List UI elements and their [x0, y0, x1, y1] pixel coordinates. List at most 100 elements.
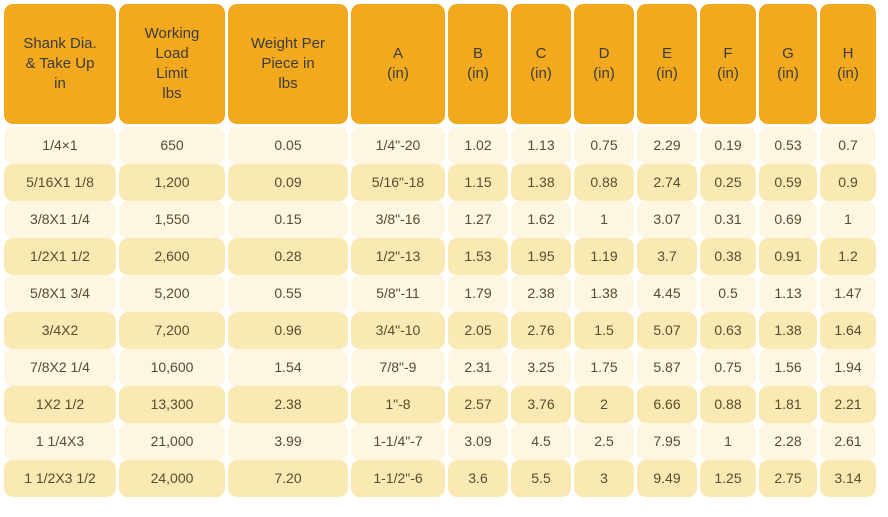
col-header-g: G (in) — [759, 4, 817, 124]
table-cell: 0.38 — [700, 238, 756, 275]
table-cell: 0.05 — [228, 127, 348, 164]
table-cell: 1/4"-20 — [351, 127, 445, 164]
table-cell: 0.91 — [759, 238, 817, 275]
table-cell: 1.19 — [574, 238, 634, 275]
col-header-wll: Working Load Limit lbs — [119, 4, 225, 124]
table-cell: 0.19 — [700, 127, 756, 164]
table-cell: 7/8"-9 — [351, 349, 445, 386]
table-cell: 7.20 — [228, 460, 348, 497]
table-cell: 0.31 — [700, 201, 756, 238]
table-cell: 3.07 — [637, 201, 697, 238]
table-row: 7/8X2 1/410,6001.547/8"-92.313.251.755.8… — [4, 349, 884, 386]
table-cell: 0.75 — [574, 127, 634, 164]
table-row: 5/16X1 1/81,2000.095/16"-181.151.380.882… — [4, 164, 884, 201]
col-header-c: C (in) — [511, 4, 571, 124]
table-cell: 2.38 — [228, 386, 348, 423]
table-cell: 1.75 — [574, 349, 634, 386]
table-cell: 2.21 — [820, 386, 876, 423]
table-cell: 1.15 — [448, 164, 508, 201]
table-cell: 3.09 — [448, 423, 508, 460]
table-cell: 2.61 — [820, 423, 876, 460]
table-body: 1/4×16500.051/4"-201.021.130.752.290.190… — [4, 127, 884, 497]
table-cell: 3.25 — [511, 349, 571, 386]
table-cell: 3.6 — [448, 460, 508, 497]
table-row: 3/4X27,2000.963/4"-102.052.761.55.070.63… — [4, 312, 884, 349]
table-cell: 7,200 — [119, 312, 225, 349]
table-cell: 2.29 — [637, 127, 697, 164]
table-cell: 24,000 — [119, 460, 225, 497]
table-cell: 2.05 — [448, 312, 508, 349]
table-cell: 10,600 — [119, 349, 225, 386]
spec-table: Shank Dia. & Take Up in Working Load Lim… — [4, 4, 884, 497]
table-cell: 3/4"-10 — [351, 312, 445, 349]
table-cell: 1 — [574, 201, 634, 238]
table-cell: 0.96 — [228, 312, 348, 349]
table-cell: 0.59 — [759, 164, 817, 201]
col-header-d: D (in) — [574, 4, 634, 124]
table-cell: 3.76 — [511, 386, 571, 423]
table-cell: 0.55 — [228, 275, 348, 312]
table-cell: 0.63 — [700, 312, 756, 349]
table-cell: 1.27 — [448, 201, 508, 238]
table-cell: 3 — [574, 460, 634, 497]
table-cell: 0.7 — [820, 127, 876, 164]
table-cell: 5/8X1 3/4 — [4, 275, 116, 312]
table-cell: 1.38 — [511, 164, 571, 201]
table-cell: 1.25 — [700, 460, 756, 497]
table-cell: 1.5 — [574, 312, 634, 349]
table-cell: 1,200 — [119, 164, 225, 201]
table-cell: 1.95 — [511, 238, 571, 275]
table-cell: 1.38 — [574, 275, 634, 312]
table-cell: 0.09 — [228, 164, 348, 201]
table-cell: 3.99 — [228, 423, 348, 460]
table-cell: 0.9 — [820, 164, 876, 201]
table-header-row: Shank Dia. & Take Up in Working Load Lim… — [4, 4, 884, 124]
table-cell: 0.69 — [759, 201, 817, 238]
table-cell: 9.49 — [637, 460, 697, 497]
col-header-weight: Weight Per Piece in lbs — [228, 4, 348, 124]
table-cell: 5/8"-11 — [351, 275, 445, 312]
table-cell: 1/4×1 — [4, 127, 116, 164]
table-row: 1/4×16500.051/4"-201.021.130.752.290.190… — [4, 127, 884, 164]
col-header-f: F (in) — [700, 4, 756, 124]
table-cell: 5.5 — [511, 460, 571, 497]
col-header-h: H (in) — [820, 4, 876, 124]
table-cell: 0.15 — [228, 201, 348, 238]
table-cell: 1 1/2X3 1/2 — [4, 460, 116, 497]
table-cell: 3/4X2 — [4, 312, 116, 349]
table-cell: 2.38 — [511, 275, 571, 312]
table-cell: 0.75 — [700, 349, 756, 386]
table-cell: 5,200 — [119, 275, 225, 312]
table-cell: 5.07 — [637, 312, 697, 349]
table-row: 5/8X1 3/45,2000.555/8"-111.792.381.384.4… — [4, 275, 884, 312]
table-cell: 7/8X2 1/4 — [4, 349, 116, 386]
table-cell: 2.28 — [759, 423, 817, 460]
table-cell: 2.75 — [759, 460, 817, 497]
table-cell: 4.5 — [511, 423, 571, 460]
table-cell: 13,300 — [119, 386, 225, 423]
table-cell: 0.88 — [574, 164, 634, 201]
table-cell: 1/2"-13 — [351, 238, 445, 275]
table-cell: 1/2X1 1/2 — [4, 238, 116, 275]
table-cell: 1"-8 — [351, 386, 445, 423]
col-header-shank: Shank Dia. & Take Up in — [4, 4, 116, 124]
table-cell: 650 — [119, 127, 225, 164]
table-cell: 0.5 — [700, 275, 756, 312]
table-row: 1 1/4X321,0003.991-1/4"-73.094.52.57.951… — [4, 423, 884, 460]
col-header-e: E (in) — [637, 4, 697, 124]
table-cell: 2 — [574, 386, 634, 423]
table-cell: 3/8"-16 — [351, 201, 445, 238]
table-cell: 1.79 — [448, 275, 508, 312]
table-cell: 0.28 — [228, 238, 348, 275]
table-cell: 3/8X1 1/4 — [4, 201, 116, 238]
col-header-a: A (in) — [351, 4, 445, 124]
table-cell: 3.7 — [637, 238, 697, 275]
table-cell: 0.88 — [700, 386, 756, 423]
table-cell: 0.25 — [700, 164, 756, 201]
table-cell: 6.66 — [637, 386, 697, 423]
table-cell: 5/16X1 1/8 — [4, 164, 116, 201]
table-cell: 1.13 — [511, 127, 571, 164]
table-cell: 1.38 — [759, 312, 817, 349]
table-cell: 1.56 — [759, 349, 817, 386]
table-cell: 0.53 — [759, 127, 817, 164]
